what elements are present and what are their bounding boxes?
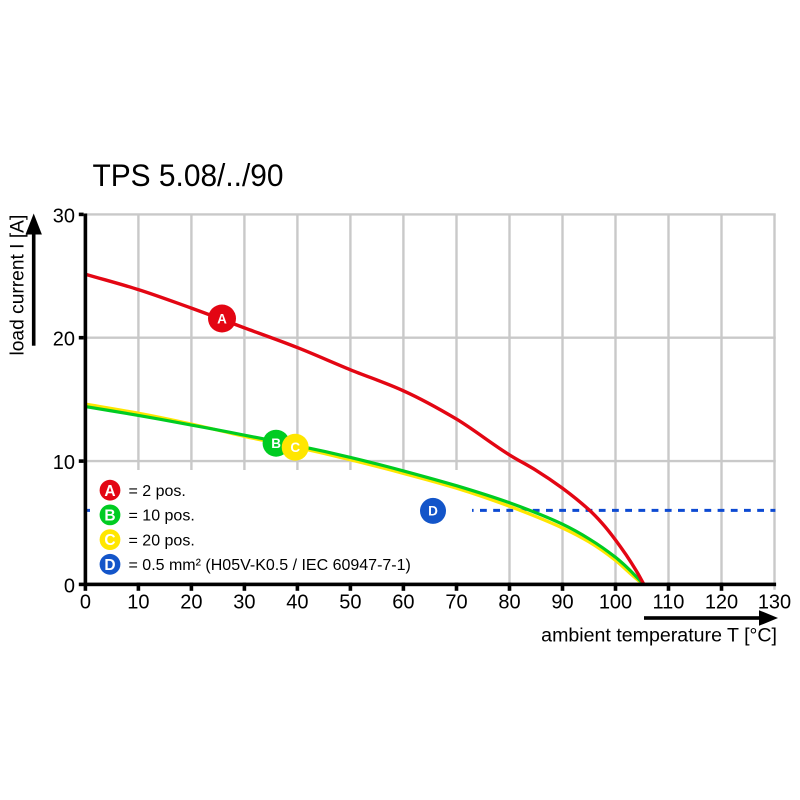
svg-text:60: 60 <box>392 592 414 614</box>
svg-text:0: 0 <box>64 575 75 597</box>
svg-text:100: 100 <box>599 592 632 614</box>
svg-text:10: 10 <box>127 592 149 614</box>
svg-text:D: D <box>104 557 115 574</box>
svg-text:= 10 pos.: = 10 pos. <box>129 508 195 525</box>
svg-text:D: D <box>428 504 438 519</box>
svg-text:130: 130 <box>758 592 791 614</box>
svg-text:80: 80 <box>498 592 520 614</box>
svg-text:C: C <box>104 532 115 549</box>
svg-text:ambient temperature T [°C]: ambient temperature T [°C] <box>541 625 777 647</box>
svg-text:120: 120 <box>705 592 738 614</box>
svg-text:110: 110 <box>653 592 685 614</box>
svg-text:= 20 pos.: = 20 pos. <box>129 532 195 549</box>
svg-text:20: 20 <box>53 329 75 351</box>
svg-text:B: B <box>104 508 115 525</box>
svg-text:0: 0 <box>80 592 91 614</box>
svg-text:= 0.5 mm² (H05V-K0.5 / IEC 609: = 0.5 mm² (H05V-K0.5 / IEC 60947-7-1) <box>129 557 411 574</box>
svg-text:40: 40 <box>286 592 308 614</box>
svg-text:A: A <box>217 311 227 326</box>
svg-text:30: 30 <box>53 205 75 227</box>
svg-text:load current I [A]: load current I [A] <box>8 215 29 356</box>
svg-text:A: A <box>104 483 115 500</box>
svg-text:20: 20 <box>180 592 202 614</box>
svg-text:70: 70 <box>445 592 467 614</box>
svg-text:30: 30 <box>233 592 255 614</box>
svg-text:B: B <box>271 436 281 451</box>
svg-text:90: 90 <box>551 592 573 614</box>
svg-text:C: C <box>290 440 300 455</box>
svg-text:50: 50 <box>339 592 361 614</box>
svg-text:10: 10 <box>53 452 75 474</box>
svg-text:TPS 5.08/../90: TPS 5.08/../90 <box>93 158 284 193</box>
svg-text:= 2 pos.: = 2 pos. <box>129 483 186 500</box>
